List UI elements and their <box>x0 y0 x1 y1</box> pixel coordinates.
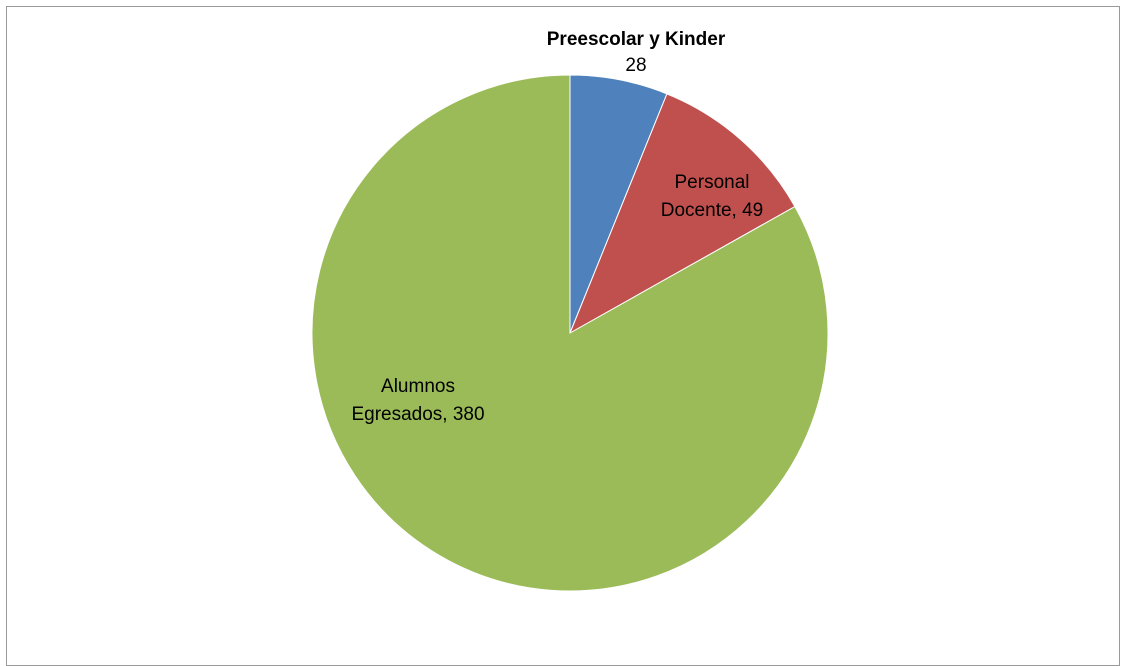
slice-label-line: Egresados, 380 <box>351 404 484 425</box>
pie-labels: Preescolar y Kinder 28 Personal Docente, 49… <box>351 29 763 425</box>
slice-label-alumnos-egresados: Alumnos Egresados, 380 <box>351 376 484 425</box>
slice-label-line: Personal <box>675 172 750 193</box>
slice-label-line: Preescolar y Kinder <box>547 29 726 50</box>
slice-label-line: 28 <box>625 55 646 76</box>
slice-label-preescolar-y-kinder: Preescolar y Kinder 28 <box>547 29 726 76</box>
pie-slice-personal-docente <box>569 93 796 335</box>
slice-label-personal-docente: Personal Docente, 49 <box>661 172 763 221</box>
pie-slice-alumnos-egresados <box>311 74 829 592</box>
slice-label-line: Docente, 49 <box>661 200 763 221</box>
slice-label-line: Alumnos <box>381 376 455 397</box>
pie-slices <box>311 74 829 592</box>
